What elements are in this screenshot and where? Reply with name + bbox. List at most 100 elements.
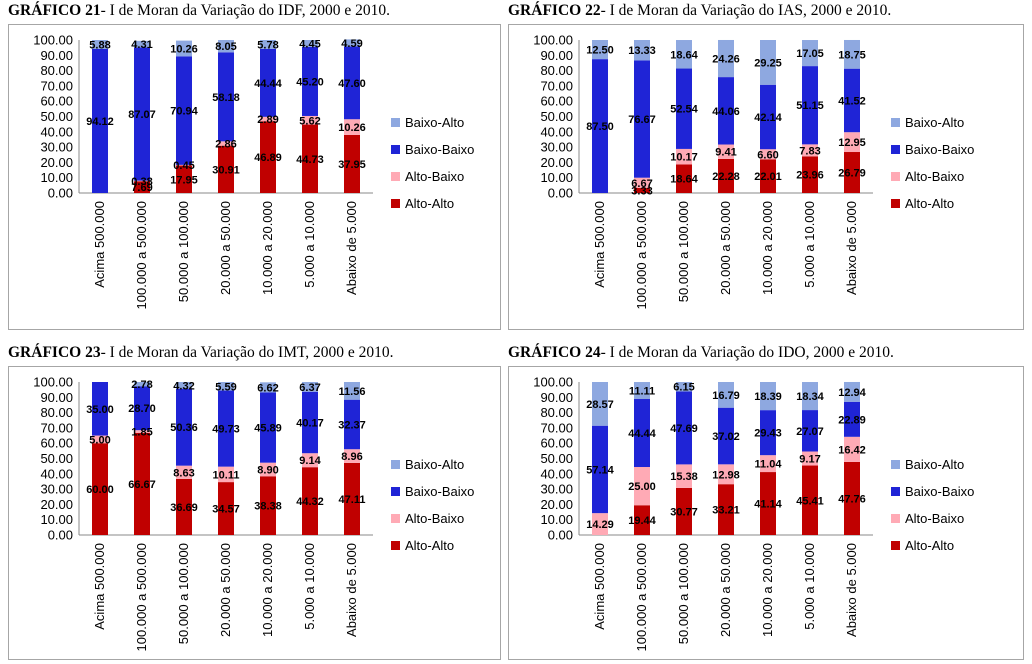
data-label: 40.17 [296, 417, 324, 429]
bar-segment-alto-alto [302, 124, 318, 193]
legend: Baixo-Alto Baixo-Baixo Alto-Baixo Alto-Alto [391, 457, 474, 553]
data-label: 12.98 [712, 469, 740, 481]
bar-segment-baixo-alto [344, 382, 360, 400]
data-label: 50.36 [170, 422, 198, 434]
bar-segment-alto-alto [634, 187, 650, 193]
data-label: 70.94 [170, 106, 198, 118]
bar-segment-alto-baixo [634, 177, 650, 188]
data-label: 4.31 [131, 39, 152, 51]
data-labels: 94.12 5.88 7.690.38 87.07 4.31 17.95 0.45 70.94… [86, 38, 366, 194]
chart-panel-21: GRÁFICO 21- I de Moran da Variação do ID… [8, 2, 501, 330]
bar-segment-alto-baixo [176, 465, 192, 479]
data-label: 0.45 [173, 160, 194, 172]
legend-swatch [891, 541, 900, 550]
y-tick-label: 50.00 [540, 451, 573, 466]
bar-segment-alto-baixo [844, 436, 860, 462]
data-label: 12.95 [838, 137, 866, 149]
bars [92, 382, 360, 535]
data-label: 34.57 [212, 504, 240, 516]
bar-segment-baixo-alto [134, 382, 150, 387]
bar-segment-baixo-baixo [592, 59, 608, 193]
y-tick-label: 20.00 [540, 155, 573, 170]
data-label: 2.86 [215, 139, 236, 151]
bar-segment-baixo-baixo [134, 47, 150, 181]
bar-segment-alto-baixo [760, 149, 776, 160]
y-tick-label: 100.00 [33, 375, 73, 390]
bar-segment-alto-baixo [676, 148, 692, 165]
data-label: 7.69 [131, 182, 152, 194]
bar-segment-baixo-alto [260, 382, 276, 393]
data-label: 28.70 [128, 403, 156, 415]
bar-segment-alto-baixo [844, 132, 860, 153]
data-label: 5.00 [89, 434, 110, 446]
bar-segment-alto-alto [676, 487, 692, 535]
data-label: 5.62 [299, 115, 320, 127]
x-tick-label: 100.000 a 500.000 [134, 201, 149, 309]
y-tick-label: 70.00 [40, 78, 73, 93]
x-tick-label: 10.000 a 20.000 [760, 543, 775, 637]
data-label: 9.41 [715, 147, 736, 159]
data-label: 2.89 [257, 114, 278, 126]
legend-label: Alto-Baixo [405, 511, 464, 526]
x-tick-label: Acima 500.000 [592, 201, 607, 288]
data-label: 44.06 [712, 106, 740, 118]
bar-segment-alto-baixo [634, 467, 650, 506]
legend: Baixo-Alto Baixo-Baixo Alto-Baixo Alto-Alto [891, 115, 974, 211]
y-tick-label: 60.00 [40, 436, 73, 451]
bar-segment-baixo-alto [760, 382, 776, 411]
bar-segment-alto-alto [802, 465, 818, 535]
data-label: 47.60 [338, 78, 366, 90]
legend-swatch [891, 487, 900, 496]
bar-segment-baixo-alto [802, 382, 818, 411]
chart-title-number: GRÁFICO 21 [8, 2, 101, 19]
bar-segment-baixo-alto [218, 40, 234, 53]
data-label: 22.89 [838, 414, 866, 426]
bar-segment-alto-alto [760, 472, 776, 535]
chart-title-text: - I de Moran da Variação do IDO, 2000 e … [600, 344, 894, 361]
bar-segment-baixo-baixo [344, 46, 360, 120]
data-label: 10.26 [338, 122, 366, 134]
chart-panel-24: GRÁFICO 24- I de Moran da Variação do ID… [508, 344, 1024, 660]
bar-segment-alto-baixo [260, 462, 276, 477]
chart-title-text: - I de Moran da Variação do IMT, 2000 e … [100, 344, 394, 361]
legend-swatch [391, 172, 400, 181]
data-label: 47.76 [838, 493, 866, 505]
data-labels: 60.00 5.00 35.00 66.67 1.85 28.70 2.78 36.69 8.6… [86, 379, 366, 515]
legend-swatch [891, 514, 900, 523]
bar-segment-baixo-alto [344, 39, 360, 47]
y-tick-label: 100.00 [33, 33, 73, 48]
y-tick-label: 100.00 [533, 33, 573, 48]
bar-segment-alto-baixo [302, 115, 318, 125]
legend-swatch [391, 118, 400, 127]
bar-segment-baixo-alto [844, 381, 860, 402]
y-tick-label: 0.00 [48, 528, 73, 543]
data-label: 27.07 [796, 426, 824, 438]
data-label: 44.44 [254, 78, 282, 90]
data-label: 18.39 [754, 391, 782, 403]
x-tick-label: 100.000 a 500.000 [134, 543, 149, 651]
y-tick-label: 50.00 [540, 109, 573, 124]
y-tick-label: 0.00 [48, 186, 73, 201]
data-label: 5.78 [257, 39, 278, 51]
chart-title-number: GRÁFICO 23 [8, 344, 101, 361]
legend-swatch [891, 118, 900, 127]
y-tick-label: 20.00 [40, 497, 73, 512]
bar-segment-alto-baixo [218, 141, 234, 146]
bar-segment-alto-baixo [760, 455, 776, 473]
data-label: 18.34 [796, 391, 824, 403]
y-tick-label: 40.00 [540, 466, 573, 481]
x-tick-label: 100.000 a 500.000 [634, 543, 649, 651]
bar-segment-alto-alto [802, 156, 818, 193]
legend-swatch [391, 199, 400, 208]
y-tick-label: 30.00 [540, 140, 573, 155]
data-label: 6.62 [257, 382, 278, 394]
legend-label: Baixo-Alto [905, 115, 964, 130]
bar-segment-baixo-alto [260, 40, 276, 49]
data-label: 30.91 [212, 164, 240, 176]
data-label: 13.33 [628, 45, 656, 57]
data-label: 9.17 [799, 454, 820, 466]
data-label: 37.02 [712, 431, 740, 443]
legend-label: Baixo-Baixo [405, 484, 474, 499]
x-tick-label: 50.000 a 100.000 [176, 201, 191, 302]
data-label: 87.07 [128, 109, 156, 121]
